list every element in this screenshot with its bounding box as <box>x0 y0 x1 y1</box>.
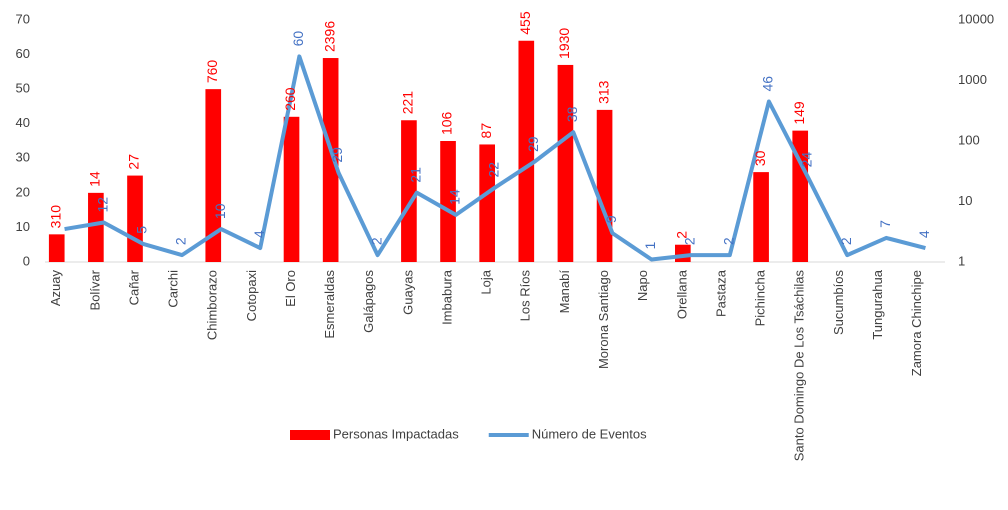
x-tick-label: Bolívar <box>87 269 102 310</box>
x-tick-label: Los Ríos <box>518 270 533 322</box>
data-label: 313 <box>595 80 611 104</box>
data-label: 27 <box>126 154 142 170</box>
data-label: 7 <box>877 220 893 228</box>
legend-label: Personas Impactadas <box>333 426 459 441</box>
x-tick-label: Orellana <box>674 269 689 319</box>
data-label: 4 <box>916 230 932 238</box>
data-label: 46 <box>760 76 776 92</box>
data-label: 21 <box>407 167 423 183</box>
x-tick-label: Morona Santiago <box>596 270 611 369</box>
bar <box>127 175 143 262</box>
x-tick-label: Tungurahua <box>870 269 885 339</box>
x-tick-label: Loja <box>479 269 494 294</box>
bar <box>205 89 222 263</box>
data-label: 14 <box>447 189 463 205</box>
x-tick-label: Galápagos <box>361 270 376 333</box>
x-tick-label: Chimborazo <box>205 270 220 340</box>
data-label: 221 <box>400 91 416 115</box>
x-tick-label: Zamora Chinchipe <box>909 270 924 376</box>
data-label: 10 <box>212 203 228 219</box>
data-label: 1930 <box>556 28 572 59</box>
data-label: 5 <box>134 226 150 234</box>
data-label: 106 <box>439 111 455 135</box>
data-label: 22 <box>486 162 502 178</box>
data-label: 2 <box>720 237 736 245</box>
y2-tick-label: 10 <box>958 193 972 208</box>
data-label: 24 <box>799 152 815 168</box>
data-label: 38 <box>564 106 580 122</box>
bar <box>518 40 535 262</box>
x-tick-label: Esmeraldas <box>322 270 337 339</box>
x-tick-label: Santo Domingo De Los Tsáchilas <box>792 270 807 462</box>
data-label: 9 <box>603 215 619 223</box>
legend-label: Número de Eventos <box>532 426 647 441</box>
y-tick-label: 30 <box>16 150 30 165</box>
bar <box>792 130 809 262</box>
y2-tick-label: 1000 <box>958 72 987 87</box>
legend-swatch <box>290 430 330 440</box>
x-tick-label: Azuay <box>48 270 63 307</box>
data-label: 2 <box>674 231 690 239</box>
x-tick-label: Guayas <box>400 270 415 315</box>
x-tick-label: Sucumbíos <box>831 270 846 336</box>
data-label: 2 <box>173 237 189 245</box>
data-label: 60 <box>290 31 306 47</box>
bar <box>283 116 300 262</box>
data-label: 149 <box>791 101 807 125</box>
bar <box>401 120 417 262</box>
bar <box>675 244 691 262</box>
y2-tick-label: 1 <box>958 253 965 268</box>
data-label: 2 <box>838 237 854 245</box>
data-label: 29 <box>525 136 541 152</box>
y-tick-label: 70 <box>16 11 30 26</box>
bar <box>48 234 65 262</box>
x-tick-label: Cotopaxi <box>244 270 259 321</box>
x-tick-label: El Oro <box>283 270 298 307</box>
x-tick-label: Manabí <box>557 270 572 314</box>
bar <box>596 109 613 262</box>
data-label: 14 <box>87 171 103 187</box>
y-tick-label: 50 <box>16 81 30 96</box>
y-tick-label: 40 <box>16 115 30 130</box>
y2-tick-label: 10000 <box>958 11 994 26</box>
data-label: 760 <box>204 60 220 84</box>
bar <box>322 58 339 263</box>
data-label: 30 <box>752 150 768 166</box>
data-label: 310 <box>47 205 63 229</box>
data-label: 260 <box>282 87 298 111</box>
x-tick-label: Pichincha <box>753 269 768 326</box>
y-tick-label: 60 <box>16 46 30 61</box>
data-label: 12 <box>94 197 110 213</box>
y-tick-label: 10 <box>16 219 30 234</box>
x-tick-label: Imbabura <box>439 269 454 325</box>
data-label: 29 <box>329 147 345 163</box>
data-label: 2 <box>368 237 384 245</box>
data-label: 455 <box>517 11 533 35</box>
y2-tick-label: 100 <box>958 132 980 147</box>
bar <box>479 144 495 262</box>
data-label: 4 <box>251 230 267 238</box>
data-label: 2396 <box>321 21 337 52</box>
data-label: 1 <box>642 241 658 249</box>
x-tick-label: Pastaza <box>713 269 728 317</box>
bar <box>557 64 574 262</box>
y-tick-label: 0 <box>23 253 30 268</box>
x-tick-label: Napo <box>635 270 650 301</box>
line <box>64 54 926 262</box>
data-label: 2 <box>681 237 697 245</box>
bar <box>440 141 456 262</box>
y-tick-label: 20 <box>16 184 30 199</box>
bar <box>753 172 769 262</box>
x-tick-label: Cañar <box>126 269 141 305</box>
bar <box>88 192 104 262</box>
x-tick-label: Carchi <box>166 270 181 308</box>
data-label: 87 <box>478 123 494 139</box>
